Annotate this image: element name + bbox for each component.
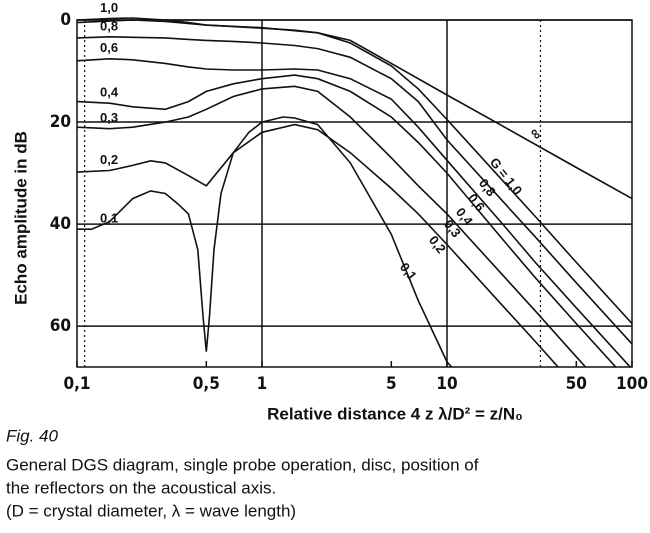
x-tick-label: 50 <box>566 374 587 394</box>
plot-frame <box>76 19 633 368</box>
curve-label: 0,1 <box>397 260 420 283</box>
curve-label: 1,0 <box>100 0 118 15</box>
x-tick-label: 0,1 <box>63 374 90 394</box>
y-tick-label: 20 <box>50 112 71 132</box>
curve <box>77 57 632 367</box>
caption-line: (D = crystal diameter, λ = wave length) <box>6 501 296 520</box>
curve <box>77 19 632 200</box>
y-tick-label: 60 <box>50 316 71 336</box>
curve-label: 0,2 <box>100 152 118 167</box>
x-tick-label: 10 <box>436 374 457 394</box>
x-tick-label: 1 <box>257 374 268 394</box>
curve <box>77 17 632 325</box>
curve-label: 0,2 <box>426 233 449 256</box>
curves <box>77 17 632 367</box>
x-tick-label: 0,5 <box>193 374 220 394</box>
curve-label: 0,1 <box>100 211 118 226</box>
x-tick-label: 5 <box>386 374 397 394</box>
curve <box>77 35 632 345</box>
curve-label: 0,3 <box>100 110 118 125</box>
x-axis-title: Relative distance 4 z λ/D² = z/N₀ <box>267 404 523 423</box>
figure-label: Fig. 40 <box>6 426 59 445</box>
curve-label: 0,6 <box>100 40 118 55</box>
caption-line: the reflectors on the acoustical axis. <box>6 478 276 497</box>
curve <box>77 74 617 367</box>
x-tick-label: 100 <box>616 374 648 394</box>
curve-label: 0,8 <box>100 18 118 33</box>
y-axis-title: Echo amplitude in dB <box>11 131 30 305</box>
curve <box>77 116 453 367</box>
y-tick-label: 0 <box>60 10 71 30</box>
curve-label: 0,4 <box>100 85 119 100</box>
y-tick-label: 40 <box>50 214 71 234</box>
curve <box>77 123 560 367</box>
curve <box>77 85 587 367</box>
caption-line: General DGS diagram, single probe operat… <box>6 455 479 474</box>
